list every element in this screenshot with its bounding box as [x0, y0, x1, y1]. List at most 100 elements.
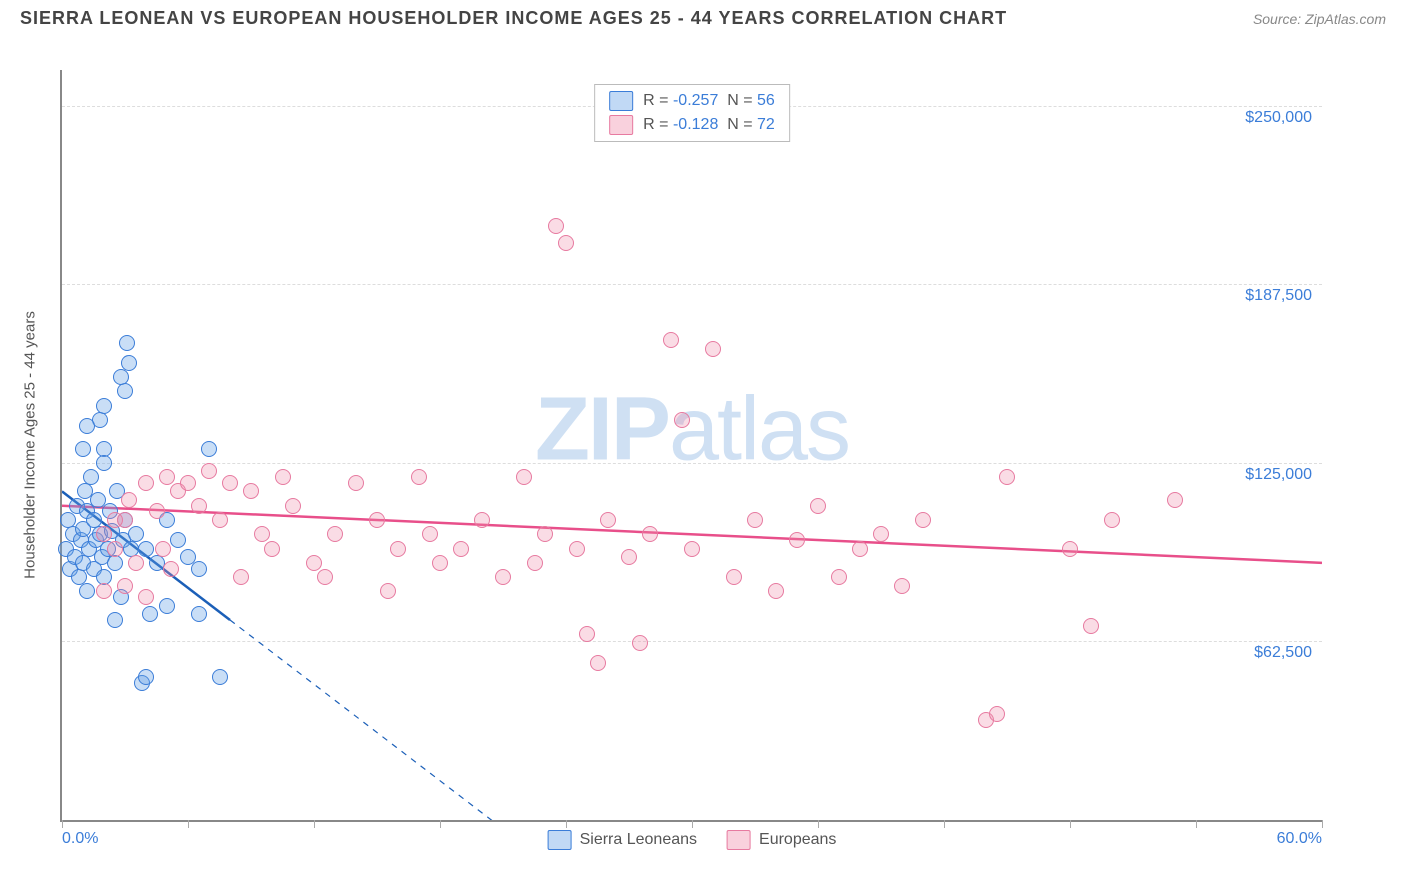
data-point	[1083, 618, 1099, 634]
data-point	[390, 541, 406, 557]
data-point	[663, 332, 679, 348]
y-tick-label: $125,000	[1245, 466, 1312, 484]
data-point	[317, 569, 333, 585]
data-point	[275, 469, 291, 485]
x-tick	[1322, 820, 1323, 828]
data-point	[117, 578, 133, 594]
data-point	[432, 555, 448, 571]
swatch-a-icon	[609, 91, 633, 111]
swatch-a-icon	[548, 830, 572, 850]
data-point	[79, 583, 95, 599]
data-point	[201, 441, 217, 457]
data-point	[632, 635, 648, 651]
x-min-label: 0.0%	[62, 830, 98, 848]
data-point	[1104, 512, 1120, 528]
data-point	[159, 469, 175, 485]
data-point	[96, 398, 112, 414]
data-point	[684, 541, 700, 557]
data-point	[516, 469, 532, 485]
x-tick	[566, 820, 567, 828]
data-point	[915, 512, 931, 528]
x-tick	[944, 820, 945, 828]
data-point	[380, 583, 396, 599]
x-tick	[1070, 820, 1071, 828]
data-point	[142, 606, 158, 622]
correlation-legend: R = -0.257 N = 56 R = -0.128 N = 72	[594, 84, 790, 142]
chart-title: SIERRA LEONEAN VS EUROPEAN HOUSEHOLDER I…	[20, 8, 1007, 29]
data-point	[75, 441, 91, 457]
x-max-label: 60.0%	[1277, 830, 1322, 848]
data-point	[119, 335, 135, 351]
gridline-h	[62, 463, 1322, 464]
data-point	[852, 541, 868, 557]
data-point	[747, 512, 763, 528]
data-point	[170, 532, 186, 548]
data-point	[138, 541, 154, 557]
legend-row-a: R = -0.257 N = 56	[609, 89, 775, 113]
data-point	[138, 475, 154, 491]
data-point	[999, 469, 1015, 485]
x-tick	[62, 820, 63, 828]
data-point	[212, 669, 228, 685]
data-point	[155, 541, 171, 557]
plot-region: ZIPatlas R = -0.257 N = 56 R = -0.128 N …	[60, 70, 1322, 822]
data-point	[579, 626, 595, 642]
data-point	[537, 526, 553, 542]
data-point	[96, 455, 112, 471]
data-point	[527, 555, 543, 571]
gridline-h	[62, 284, 1322, 285]
data-point	[789, 532, 805, 548]
data-point	[96, 526, 112, 542]
x-tick	[188, 820, 189, 828]
data-point	[642, 526, 658, 542]
data-point	[191, 606, 207, 622]
gridline-h	[62, 641, 1322, 642]
watermark: ZIPatlas	[535, 379, 849, 482]
swatch-b-icon	[727, 830, 751, 850]
data-point	[474, 512, 490, 528]
data-point	[1167, 492, 1183, 508]
legend-label-a: Sierra Leoneans	[580, 831, 697, 849]
x-tick	[692, 820, 693, 828]
data-point	[138, 669, 154, 685]
source-label: Source: ZipAtlas.com	[1253, 11, 1386, 27]
legend-row-b: R = -0.128 N = 72	[609, 113, 775, 137]
data-point	[726, 569, 742, 585]
data-point	[191, 561, 207, 577]
x-tick	[818, 820, 819, 828]
data-point	[1062, 541, 1078, 557]
data-point	[107, 512, 123, 528]
data-point	[233, 569, 249, 585]
data-point	[222, 475, 238, 491]
data-point	[831, 569, 847, 585]
data-point	[894, 578, 910, 594]
data-point	[83, 469, 99, 485]
data-point	[495, 569, 511, 585]
data-point	[264, 541, 280, 557]
data-point	[989, 706, 1005, 722]
data-point	[121, 492, 137, 508]
series-legend: Sierra Leoneans Europeans	[548, 830, 837, 850]
data-point	[254, 526, 270, 542]
data-point	[327, 526, 343, 542]
data-point	[128, 555, 144, 571]
data-point	[149, 503, 165, 519]
data-point	[128, 526, 144, 542]
trend-lines	[62, 70, 1322, 820]
legend-label-b: Europeans	[759, 831, 836, 849]
data-point	[138, 589, 154, 605]
data-point	[121, 355, 137, 371]
x-tick	[440, 820, 441, 828]
data-point	[558, 235, 574, 251]
legend-item-a: Sierra Leoneans	[548, 830, 697, 850]
y-tick-label: $250,000	[1245, 109, 1312, 127]
swatch-b-icon	[609, 115, 633, 135]
data-point	[422, 526, 438, 542]
data-point	[107, 555, 123, 571]
data-point	[453, 541, 469, 557]
data-point	[201, 463, 217, 479]
data-point	[569, 541, 585, 557]
data-point	[369, 512, 385, 528]
data-point	[96, 583, 112, 599]
data-point	[113, 369, 129, 385]
